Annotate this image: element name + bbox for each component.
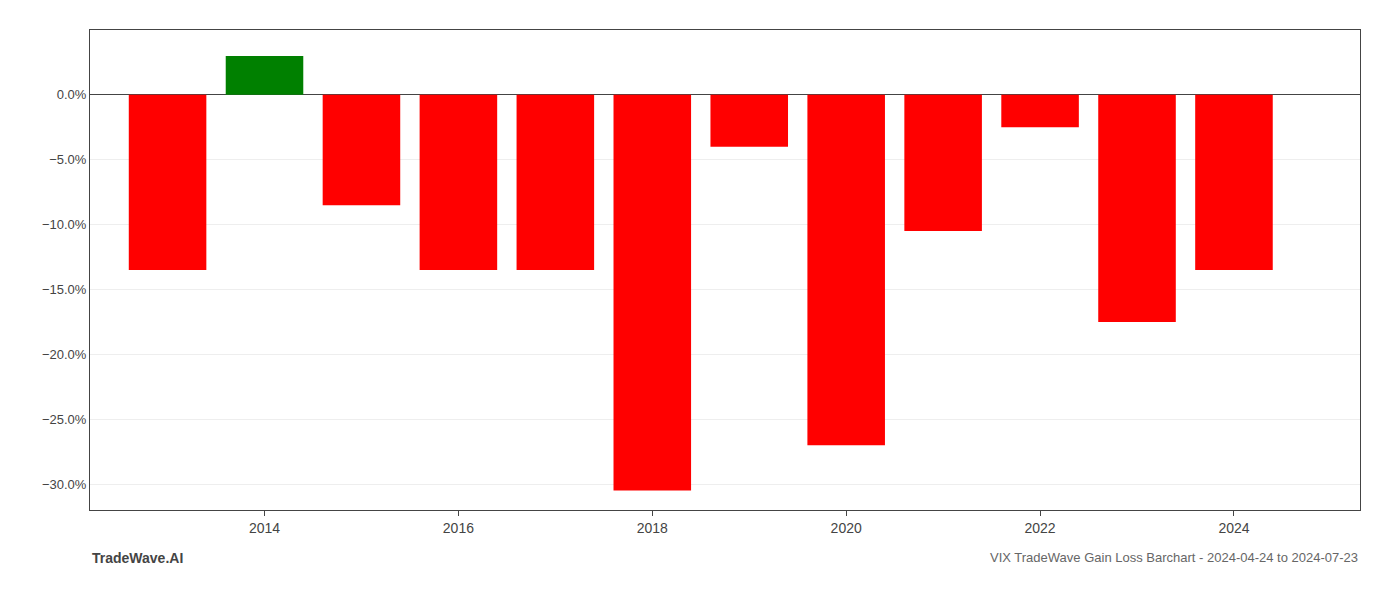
svg-text:2020: 2020 <box>831 520 862 536</box>
svg-text:−5.0%: −5.0% <box>49 152 87 167</box>
svg-text:−15.0%: −15.0% <box>42 282 87 297</box>
svg-text:−20.0%: −20.0% <box>42 347 87 362</box>
svg-text:−10.0%: −10.0% <box>42 217 87 232</box>
svg-text:−25.0%: −25.0% <box>42 412 87 427</box>
svg-text:VIX TradeWave Gain Loss Barcha: VIX TradeWave Gain Loss Barchart - 2024-… <box>990 550 1358 565</box>
svg-text:2018: 2018 <box>637 520 668 536</box>
svg-text:2016: 2016 <box>443 520 474 536</box>
svg-text:TradeWave.AI: TradeWave.AI <box>92 550 183 566</box>
svg-text:2022: 2022 <box>1025 520 1056 536</box>
svg-text:−30.0%: −30.0% <box>42 477 87 492</box>
svg-text:2014: 2014 <box>249 520 280 536</box>
svg-text:2024: 2024 <box>1218 520 1249 536</box>
svg-text:0.0%: 0.0% <box>57 87 87 102</box>
